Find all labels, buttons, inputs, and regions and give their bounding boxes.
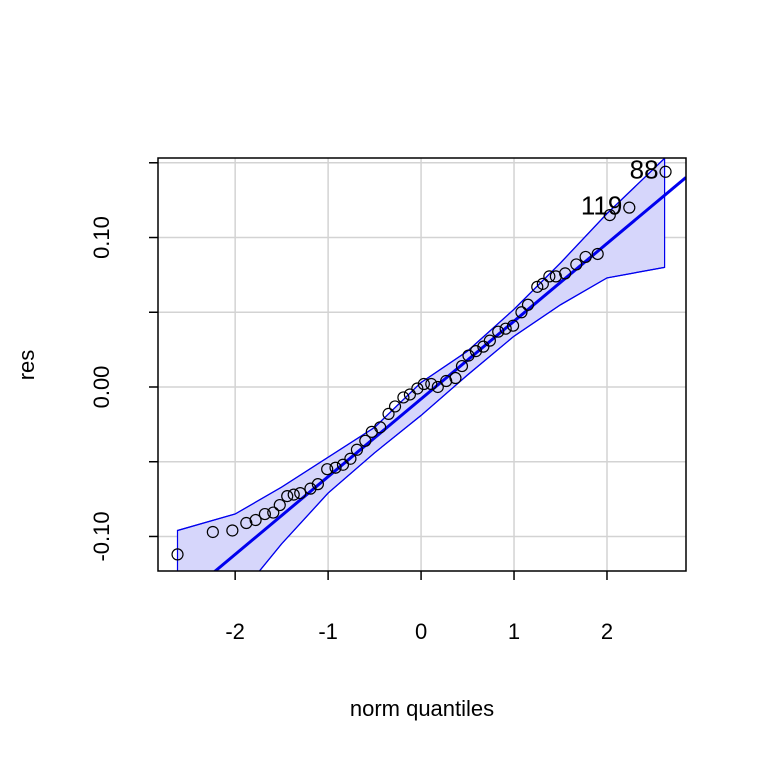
point (304, 482, 317, 495)
point (417, 377, 430, 391)
point (531, 280, 544, 293)
point (206, 525, 219, 539)
point (382, 407, 395, 421)
point (240, 516, 253, 530)
point (659, 165, 672, 178)
point (311, 478, 324, 491)
point (515, 306, 528, 319)
plot-area (171, 158, 686, 571)
y-tick-label: -0.10 (89, 511, 114, 561)
y-axis-label: res (14, 350, 39, 381)
point (258, 507, 272, 521)
y-tick-label: 0.00 (89, 366, 114, 409)
point (397, 391, 410, 404)
point (455, 359, 469, 373)
point (294, 487, 307, 500)
point (536, 277, 549, 290)
envelope-lower (258, 266, 665, 571)
point (521, 298, 535, 311)
point (570, 258, 583, 271)
point (549, 270, 562, 283)
x-tick-label: 2 (601, 619, 613, 644)
point (499, 322, 512, 335)
point (603, 208, 616, 222)
point-label: 88 (630, 155, 659, 185)
point-label: 119 (581, 191, 622, 221)
point (483, 334, 496, 347)
point (267, 506, 280, 519)
point (344, 452, 357, 465)
point (249, 513, 262, 527)
point (273, 498, 286, 512)
point (321, 463, 334, 476)
point (469, 345, 483, 358)
point (492, 325, 505, 338)
point (388, 400, 402, 413)
point (336, 458, 350, 471)
plot-frame (157, 157, 687, 572)
x-tick-label: -1 (318, 619, 338, 644)
point (506, 319, 520, 332)
point (543, 270, 556, 283)
reference-line (212, 176, 686, 571)
x-tick-label: 0 (415, 619, 427, 644)
point (403, 388, 417, 401)
point (623, 201, 636, 214)
point (359, 434, 372, 447)
point (374, 421, 387, 434)
point (579, 250, 592, 264)
point (171, 548, 184, 561)
point (411, 382, 424, 395)
x-axis-label: norm quantiles (350, 696, 494, 721)
y-tick-label: 0.10 (89, 216, 114, 259)
point (449, 371, 462, 385)
point (425, 377, 438, 391)
point (281, 490, 294, 503)
point (431, 380, 444, 394)
envelope-upper (177, 158, 666, 532)
point (591, 247, 604, 261)
point (559, 267, 572, 280)
point (226, 524, 239, 537)
point (287, 488, 300, 501)
x-tick-label: 1 (508, 619, 520, 644)
point (440, 374, 453, 388)
x-tick-label: -2 (225, 619, 245, 644)
point (329, 461, 342, 474)
point (462, 349, 475, 362)
point (350, 443, 364, 456)
